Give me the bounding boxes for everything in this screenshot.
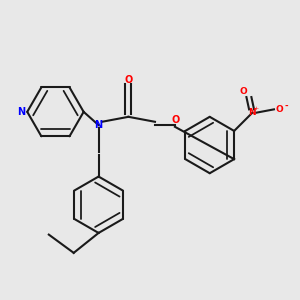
Text: -: - [285,101,288,110]
Text: N: N [94,120,103,130]
Text: N: N [17,107,26,117]
Text: N: N [249,108,256,117]
Text: O: O [275,105,283,114]
Text: O: O [124,75,133,85]
Text: +: + [254,106,259,111]
Text: O: O [172,115,180,125]
Text: O: O [239,87,247,96]
